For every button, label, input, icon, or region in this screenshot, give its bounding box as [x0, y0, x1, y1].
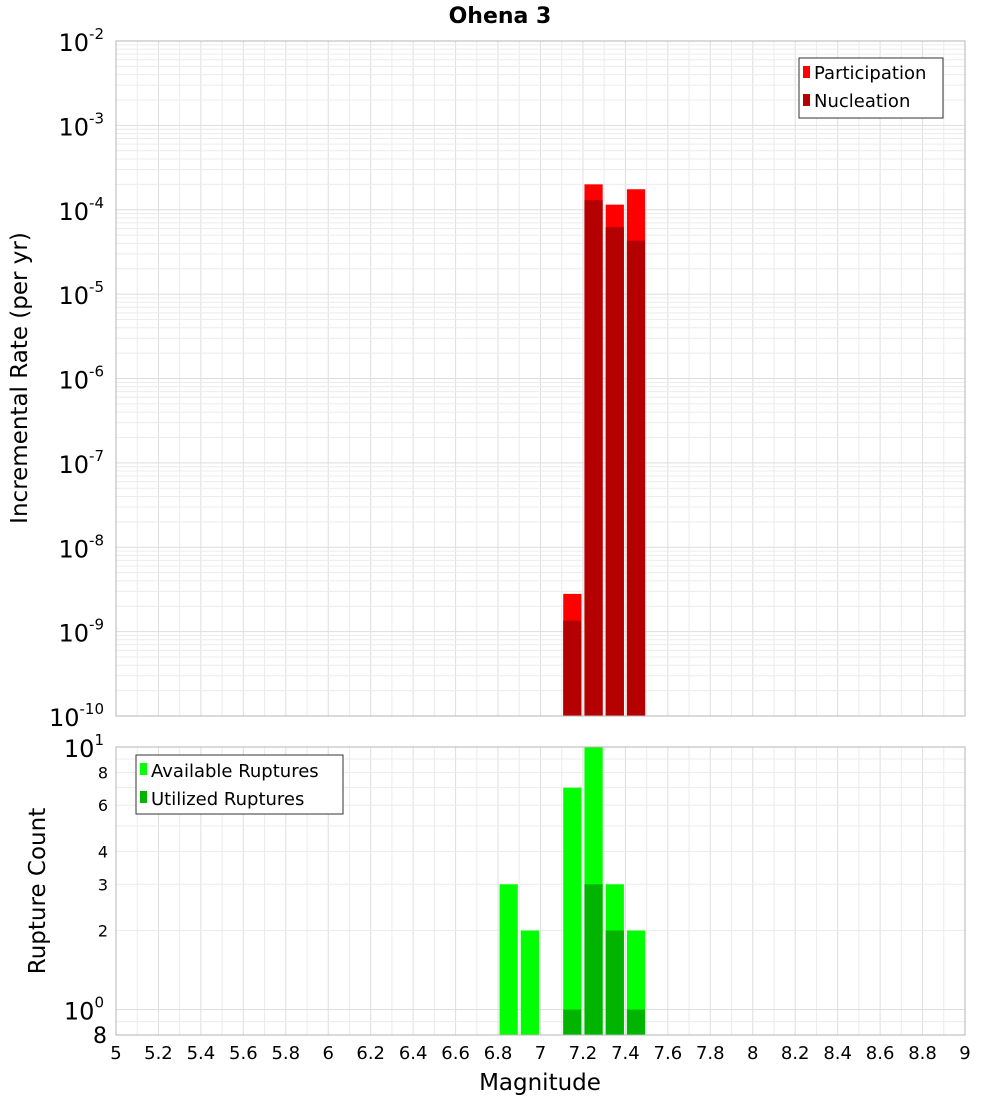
rate-y-tick-label: 10-7 — [58, 447, 104, 479]
count-y-tick-label: 4 — [98, 842, 108, 861]
x-tick-label: 8.8 — [908, 1043, 937, 1064]
rate-y-tick-label: 10-4 — [58, 194, 104, 226]
x-tick-label: 8.4 — [823, 1043, 852, 1064]
rate-y-tick-label: 10-9 — [58, 616, 104, 648]
count-y-tick-label: 8 — [98, 763, 108, 782]
x-tick-label: 7.8 — [696, 1043, 725, 1064]
rate-bar-nucleation-3 — [626, 240, 646, 717]
x-tick-label: 5.2 — [144, 1043, 173, 1064]
count-y-tick-label: 101 — [64, 731, 104, 763]
x-tick-label: 5.4 — [187, 1043, 216, 1064]
x-tick-label: 5 — [110, 1043, 121, 1064]
x-tick-label: 6.6 — [441, 1043, 470, 1064]
x-tick-label: 6.2 — [356, 1043, 385, 1064]
count-y-tick-label: 6 — [98, 796, 108, 815]
rate-y-tick-label: 10-5 — [58, 278, 104, 310]
count-bar-utilized-3 — [626, 1009, 646, 1035]
count-y-tick-label: 3 — [98, 875, 108, 894]
rate-bar-nucleation-1 — [584, 200, 603, 716]
count-legend: Available Ruptures Utilized Ruptures — [135, 754, 344, 815]
count-y-axis-label: Rupture Count — [25, 808, 51, 974]
count-bar-available-0 — [499, 884, 518, 1035]
x-tick-label: 7.6 — [654, 1043, 683, 1064]
x-tick-label: 7 — [535, 1043, 546, 1064]
rate-legend: Participation Nucleation — [798, 57, 944, 119]
rate-y-tick-label: 10-6 — [58, 363, 104, 395]
x-tick-label: 7.2 — [569, 1043, 598, 1064]
count-bar-available-5 — [626, 930, 646, 1035]
legend-label-nucleation: Nucleation — [814, 91, 910, 112]
count-y-tick-label: 8 — [93, 1024, 107, 1049]
legend-swatch-available — [140, 763, 147, 775]
rate-y-axis-label: Incremental Rate (per yr) — [7, 232, 33, 524]
count-bar-available-1 — [520, 930, 539, 1035]
legend-label-utilized: Utilized Ruptures — [151, 789, 304, 810]
legend-label-available: Available Ruptures — [151, 761, 319, 782]
legend-label-participation: Participation — [814, 63, 926, 84]
x-tick-label: 5.8 — [271, 1043, 300, 1064]
x-tick-label: 6.8 — [484, 1043, 513, 1064]
rate-y-tick-label: 10-10 — [49, 700, 104, 732]
rate-plot: 10-10 10-9 10-8 10-7 10-6 10-5 10-4 10-3 10-2 In… — [7, 25, 966, 732]
count-y-tick-label: 2 — [98, 922, 108, 941]
x-tick-label: 5.6 — [229, 1043, 258, 1064]
x-tick-label: 8.6 — [866, 1043, 895, 1064]
rate-bar-nucleation-0 — [563, 620, 582, 716]
x-tick-label: 6 — [323, 1043, 334, 1064]
x-tick-label: 8.2 — [781, 1043, 810, 1064]
rate-bar-nucleation-2 — [605, 227, 624, 716]
x-axis-label: Magnitude — [479, 1070, 601, 1096]
count-y-tick-label: 100 — [64, 994, 104, 1026]
legend-swatch-nucleation — [803, 94, 810, 106]
count-bar-available-2 — [563, 787, 582, 1035]
count-bar-utilized-1 — [584, 884, 603, 1035]
x-tick-label: 9 — [959, 1043, 970, 1064]
x-tick-label: 8 — [747, 1043, 758, 1064]
x-tick-label: 7.4 — [611, 1043, 640, 1064]
count-bar-utilized-2 — [605, 930, 624, 1035]
chart-title: Ohena 3 — [449, 4, 552, 29]
x-tick-label: 6.4 — [399, 1043, 428, 1064]
legend-swatch-utilized — [140, 791, 147, 803]
rate-y-tick-label: 10-8 — [58, 531, 104, 563]
legend-swatch-participation — [803, 66, 810, 78]
count-bar-utilized-0 — [563, 1009, 582, 1035]
rate-y-tick-label: 10-3 — [58, 109, 104, 141]
rate-y-tick-label: 10-2 — [58, 25, 104, 57]
